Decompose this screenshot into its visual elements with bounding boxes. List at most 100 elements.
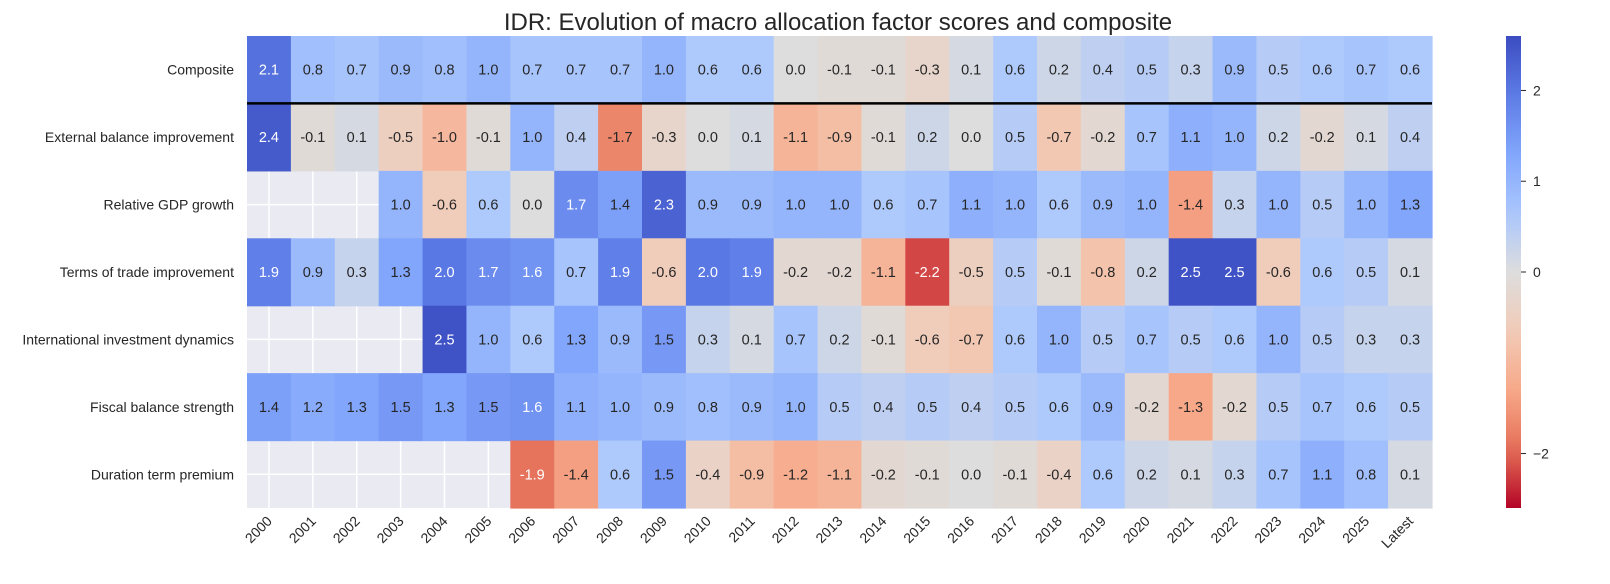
cell-value-label: 0.4 <box>961 400 981 416</box>
heatmap-cell <box>510 103 555 172</box>
colorbar <box>1506 36 1521 508</box>
cell-value-label: -1.4 <box>1178 198 1203 214</box>
cell-value-label: 0.0 <box>786 63 806 79</box>
heatmap-cell <box>1388 238 1433 307</box>
cell-value-label: -1.1 <box>783 130 808 146</box>
heatmap-cell <box>949 373 994 442</box>
heatmap-cell <box>905 238 950 307</box>
heatmap-cell <box>1037 170 1082 239</box>
cell-value-label: -0.2 <box>783 265 808 281</box>
column-label: 2012 <box>768 513 801 546</box>
cell-value-label: -0.4 <box>695 467 720 483</box>
heatmap-cell <box>861 373 906 442</box>
row-label: Terms of trade improvement <box>60 264 234 280</box>
heatmap-cell <box>1124 440 1170 509</box>
cell-value-label: 0.5 <box>1356 265 1376 281</box>
heatmap-cell <box>554 238 599 307</box>
cell-value-label: 1.0 <box>1268 198 1288 214</box>
cell-value-label: 1.0 <box>522 130 542 146</box>
heatmap-cell <box>1037 238 1082 307</box>
heatmap-cell <box>598 440 643 509</box>
cell-value-label: 0.6 <box>1312 63 1332 79</box>
heatmap-cell <box>1168 305 1214 374</box>
heatmap-cell <box>685 170 731 239</box>
heatmap-cell <box>1080 305 1126 374</box>
cell-value-label: -0.7 <box>959 332 984 348</box>
cell-value-label: 0.7 <box>566 63 586 79</box>
heatmap-cell <box>642 440 687 509</box>
heatmap-cell <box>905 170 950 239</box>
heatmap-cell <box>1344 170 1389 239</box>
heatmap-cell <box>378 170 424 239</box>
heatmap-cell <box>1212 305 1258 374</box>
cell-value-label: 0.7 <box>786 332 806 348</box>
heatmap-cell <box>598 170 643 239</box>
heatmap-cell <box>861 440 906 509</box>
heatmap-cell <box>642 103 687 172</box>
heatmap-cell <box>773 103 819 172</box>
cell-value-label: -0.2 <box>827 265 852 281</box>
cell-value-label: 0.8 <box>303 63 323 79</box>
cell-value-label: -0.5 <box>959 265 984 281</box>
cell-value-label: -1.0 <box>432 130 457 146</box>
cell-value-label: 1.5 <box>654 332 674 348</box>
heatmap-cell <box>1080 440 1126 509</box>
cell-value-label: 0.9 <box>1093 400 1113 416</box>
colorbar-tick-label: 0 <box>1533 264 1541 280</box>
column-label: 2020 <box>1119 513 1152 546</box>
heatmap-cell <box>598 103 643 172</box>
column-label: 2022 <box>1207 513 1240 546</box>
cell-value-label: 0.7 <box>522 63 542 79</box>
cell-value-label: 0.1 <box>1356 130 1376 146</box>
heatmap-cell <box>729 238 775 307</box>
heatmap-cell <box>422 373 468 442</box>
column-label: 2004 <box>417 513 450 546</box>
cell-value-label: 0.9 <box>303 265 323 281</box>
colorbar-tick-label: −2 <box>1533 446 1549 462</box>
chart-title: IDR: Evolution of macro allocation facto… <box>504 9 1172 36</box>
cell-value-label: -0.6 <box>915 332 940 348</box>
column-label: 2018 <box>1032 513 1065 546</box>
cell-value-label: 0.5 <box>829 400 849 416</box>
heatmap-cell <box>949 305 994 374</box>
cell-value-label: 0.5 <box>1005 130 1025 146</box>
heatmap-cell <box>466 103 511 172</box>
cell-value-label: 1.3 <box>434 400 454 416</box>
cell-value-label: 0.1 <box>1400 265 1420 281</box>
heatmap-cell <box>949 103 994 172</box>
heatmap-cell <box>1080 36 1126 105</box>
heatmap-cell <box>378 36 424 105</box>
cell-value-label: 1.3 <box>391 265 411 281</box>
cell-value-label: 0.4 <box>873 400 893 416</box>
column-label: 2009 <box>637 513 670 546</box>
heatmap-cell <box>1037 305 1082 374</box>
cell-value-label: 0.1 <box>742 332 762 348</box>
cell-value-label: 0.7 <box>917 198 937 214</box>
cell-value-label: 0.5 <box>917 400 937 416</box>
heatmap-cell <box>861 305 906 374</box>
cell-value-label: 2.3 <box>654 198 674 214</box>
cell-value-label: 1.0 <box>786 400 806 416</box>
cell-value-label: 0.7 <box>566 265 586 281</box>
row-label: Relative GDP growth <box>104 197 234 213</box>
heatmap-cell <box>1300 440 1345 509</box>
cell-value-label: 0.3 <box>347 265 367 281</box>
heatmap-cell <box>1300 36 1345 105</box>
cell-value-label: 1.7 <box>566 198 586 214</box>
cell-value-label: 1.4 <box>610 198 630 214</box>
heatmap-cell <box>1300 305 1345 374</box>
heatmap-cell <box>554 373 599 442</box>
cell-value-label: 0.0 <box>522 198 542 214</box>
cell-value-label: 0.5 <box>1268 63 1288 79</box>
cell-value-label: 1.4 <box>259 400 279 416</box>
heatmap-cell <box>1344 305 1389 374</box>
heatmap-cell <box>1124 373 1170 442</box>
heatmap-cell <box>1300 238 1345 307</box>
cell-value-label: 0.2 <box>917 130 937 146</box>
cell-value-label: 0.1 <box>1400 467 1420 483</box>
cell-value-label: 0.6 <box>698 63 718 79</box>
heatmap-cell <box>1344 103 1389 172</box>
heatmap-cell <box>817 373 863 442</box>
heatmap-cell <box>729 170 775 239</box>
heatmap-cell <box>729 373 775 442</box>
